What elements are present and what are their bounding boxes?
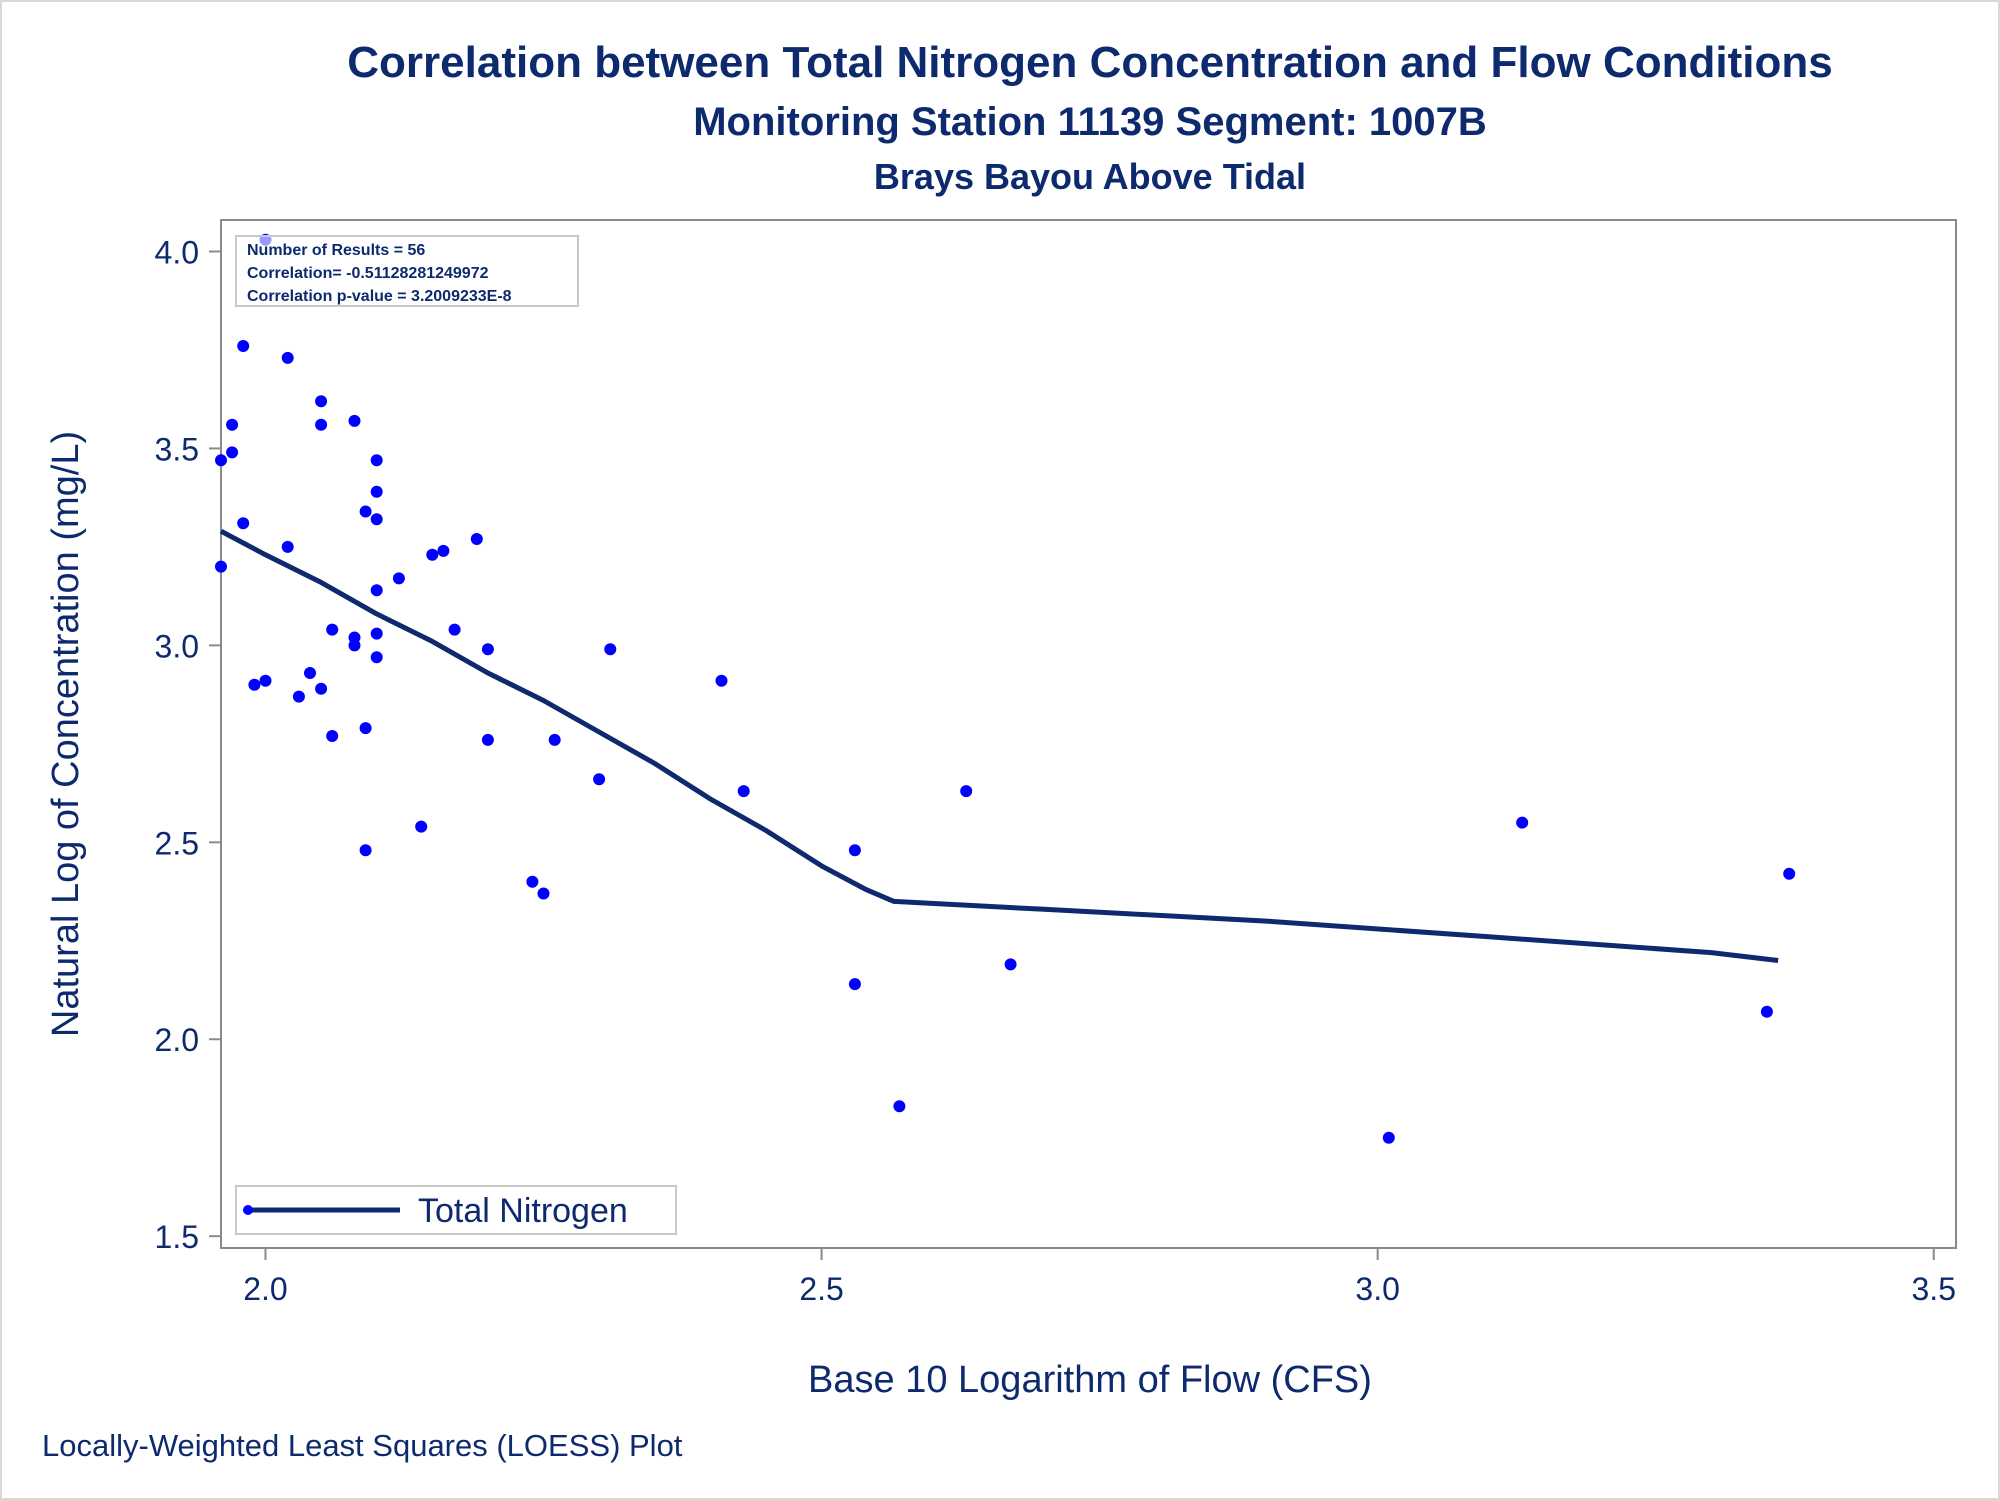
x-axis: 2.0 2.5 3.0 3.5 xyxy=(243,1248,1956,1307)
y-tick-label: 4.0 xyxy=(155,235,199,271)
data-point xyxy=(470,533,483,545)
data-point xyxy=(1760,1005,1773,1018)
footnote: Locally-Weighted Least Squares (LOESS) P… xyxy=(42,1428,683,1463)
data-point xyxy=(1516,816,1529,829)
data-point xyxy=(481,733,494,746)
data-point xyxy=(1382,1131,1395,1144)
data-point xyxy=(537,887,550,900)
data-point xyxy=(315,682,328,695)
data-point xyxy=(426,548,439,561)
x-tick-label: 2.5 xyxy=(799,1271,843,1307)
data-point xyxy=(737,785,750,798)
data-point xyxy=(326,623,339,636)
data-point xyxy=(226,446,239,459)
data-point xyxy=(481,643,494,656)
legend: Total Nitrogen xyxy=(235,1185,677,1235)
y-tick-label: 3.5 xyxy=(155,431,199,467)
data-point xyxy=(248,678,261,691)
data-point xyxy=(359,722,372,735)
data-point xyxy=(848,844,861,857)
x-tick-label: 3.0 xyxy=(1355,1271,1399,1307)
legend-label: Total Nitrogen xyxy=(418,1192,628,1230)
stats-box-frame xyxy=(235,235,579,307)
data-point xyxy=(526,875,539,888)
data-point xyxy=(292,690,305,703)
data-point xyxy=(370,584,383,597)
x-axis-label: Base 10 Logarithm of Flow (CFS) xyxy=(808,1359,1372,1401)
data-point xyxy=(960,785,973,798)
data-point xyxy=(215,454,227,467)
data-point xyxy=(237,340,250,352)
data-point xyxy=(392,572,405,585)
data-point xyxy=(359,844,372,857)
data-point xyxy=(415,820,428,833)
stats-correlation: Correlation= -0.51128281249972 xyxy=(247,265,489,282)
x-tick-label: 2.0 xyxy=(243,1271,287,1307)
data-point xyxy=(348,414,361,427)
plot-area xyxy=(220,219,1957,1249)
stats-result-count: Number of Results = 56 xyxy=(247,242,425,259)
y-axis: 1.5 2.0 2.5 3.0 3.5 4.0 xyxy=(155,235,221,1255)
data-point xyxy=(315,418,328,431)
stats-box: Number of Results = 56 Correlation= -0.5… xyxy=(235,235,579,307)
data-point xyxy=(370,485,383,498)
data-point xyxy=(893,1100,906,1113)
y-tick-label: 3.0 xyxy=(155,628,199,664)
data-point xyxy=(715,674,728,687)
data-point xyxy=(370,513,383,526)
data-point xyxy=(370,627,383,640)
data-point xyxy=(259,674,272,687)
data-point xyxy=(593,773,606,786)
data-point xyxy=(1004,958,1017,971)
legend-marker-swatch xyxy=(243,1205,253,1215)
data-point xyxy=(326,730,339,742)
loess-layer xyxy=(219,528,1779,963)
loess-fit-line xyxy=(219,528,1779,963)
chart-title: Correlation between Total Nitrogen Conce… xyxy=(347,38,1833,87)
data-point xyxy=(1783,867,1796,880)
y-tick-label: 1.5 xyxy=(155,1219,199,1255)
data-point xyxy=(370,651,383,664)
y-axis-label: Natural Log of Concentration (mg/L) xyxy=(45,431,87,1037)
data-point xyxy=(215,560,227,573)
data-point xyxy=(237,517,250,530)
data-point xyxy=(226,418,239,431)
y-tick-label: 2.0 xyxy=(155,1022,199,1058)
data-point xyxy=(370,454,383,467)
stats-p-value: Correlation p-value = 3.2009233E-8 xyxy=(247,288,512,305)
data-point xyxy=(448,623,461,636)
data-point xyxy=(348,639,361,652)
points-layer xyxy=(215,233,1796,1144)
data-point xyxy=(604,643,617,656)
chart-subtitle: Monitoring Station 11139 Segment: 1007B xyxy=(693,100,1487,144)
data-point xyxy=(848,978,861,991)
y-tick-label: 2.5 xyxy=(155,825,199,861)
data-point xyxy=(315,395,328,408)
data-point xyxy=(359,505,372,518)
x-tick-label: 3.5 xyxy=(1912,1271,1956,1307)
data-point xyxy=(281,540,294,553)
data-point xyxy=(437,544,450,557)
data-point xyxy=(548,733,561,746)
chart-subtitle-2: Brays Bayou Above Tidal xyxy=(873,156,1307,197)
data-point xyxy=(304,667,316,679)
data-point xyxy=(281,351,294,364)
